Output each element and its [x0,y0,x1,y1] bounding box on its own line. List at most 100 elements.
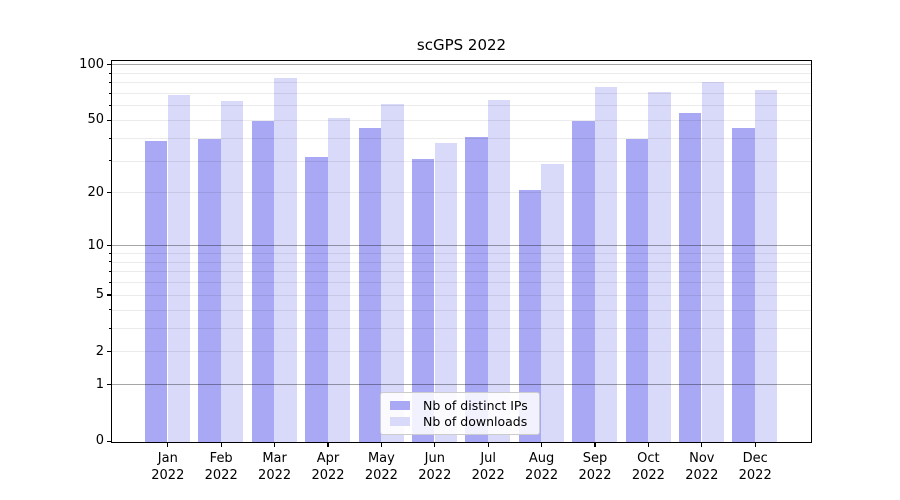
x-tick-label-dec: Dec 2022 [725,450,785,484]
x-tick-mark [701,443,703,448]
y-tick-label: 10 [87,237,104,253]
legend-item: Nb of downloads [390,414,531,431]
bar-apr-downloads [327,117,351,442]
legend-label: Nb of distinct IPs [423,397,528,413]
x-tick-month: Nov [689,451,715,466]
x-tick-mark [380,443,382,448]
bar-nov-downloads [701,82,725,442]
x-tick-mark [327,443,329,448]
x-tick-label-mar: Mar 2022 [245,450,305,484]
legend-swatch-downloads [390,417,410,427]
bar-jun-downloads [434,142,458,442]
bar-feb-downloads [220,101,244,442]
y-tick-mark [106,384,112,386]
x-tick-year: 2022 [258,468,292,483]
y-minor-tick-mark [109,261,112,263]
x-tick-mark [594,443,596,448]
x-tick-year: 2022 [631,468,665,483]
x-tick-mark [167,443,169,448]
plot-area [111,60,812,443]
y-minor-tick-mark [109,281,112,283]
bar-oct-distinct-ips [625,138,649,442]
x-tick-label-jun: Jun 2022 [405,450,465,484]
x-tick-year: 2022 [204,468,238,483]
legend-item: Nb of distinct IPs [390,397,531,414]
x-tick-label-oct: Oct 2022 [618,450,678,484]
minor-gridline [112,309,811,311]
x-tick-label-may: May 2022 [351,450,411,484]
bar-aug-distinct-ips [518,189,542,442]
minor-gridline [112,137,811,139]
chart-title: scGPS 2022 [416,36,507,54]
y-minor-tick-mark [109,92,112,94]
x-tick-year: 2022 [364,468,398,483]
y-minor-tick-mark [109,105,112,107]
major-gridline [112,245,811,247]
minor-gridline [112,160,811,162]
major-gridline [112,64,811,66]
x-tick-month: Oct [637,451,660,466]
x-tick-year: 2022 [418,468,452,483]
bar-nov-distinct-ips [678,113,702,442]
y-tick-mark [106,244,112,247]
x-tick-month: Sep [582,451,608,466]
bar-may-downloads [381,103,404,442]
bar-jul-downloads [487,99,511,442]
legend-swatch-distinct-ips [390,400,410,410]
bar-sep-distinct-ips [572,121,595,442]
y-tick-label: 5 [95,287,104,302]
bar-jul-distinct-ips [465,136,488,442]
x-tick-mark [487,443,489,448]
y-tick-label: 2 [95,343,104,359]
minor-gridline [112,105,811,107]
x-tick-label-nov: Nov 2022 [672,450,732,484]
bar-dec-downloads [754,89,778,442]
x-tick-month: Apr [316,451,340,466]
x-tick-label-feb: Feb 2022 [191,450,251,484]
bar-sep-downloads [594,87,618,442]
minor-gridline [112,253,811,254]
x-tick-month: Aug [528,451,555,466]
y-minor-tick-mark [109,82,112,83]
x-tick-year: 2022 [471,468,505,483]
bar-mar-downloads [274,78,297,442]
x-tick-mark [220,443,222,448]
x-tick-month: Feb [209,451,233,466]
y-tick-label: 1 [95,376,104,392]
x-tick-label-jan: Jan 2022 [138,450,198,484]
x-tick-year: 2022 [311,468,345,483]
x-tick-year: 2022 [738,468,772,483]
minor-gridline [112,120,811,121]
y-minor-tick-mark [109,137,112,139]
bar-oct-downloads [648,91,671,442]
y-tick-mark [106,63,112,66]
x-tick-mark [754,443,756,448]
y-minor-tick-mark [109,309,112,311]
minor-gridline [112,327,811,329]
y-minor-tick-mark [109,327,112,329]
y-tick-label: 0 [95,433,104,449]
y-minor-tick-mark [109,351,112,353]
x-tick-month: Mar [262,451,287,466]
bar-apr-distinct-ips [305,156,328,442]
x-tick-month: Dec [742,451,768,466]
minor-gridline [112,351,811,353]
legend-label: Nb of downloads [423,414,528,430]
y-tick-label: 50 [87,112,104,128]
y-tick-mark [106,440,112,442]
x-tick-month: Jul [480,451,497,466]
minor-gridline [112,294,811,296]
bar-jun-distinct-ips [411,159,435,442]
minor-gridline [112,93,811,94]
x-tick-month: Jan [157,451,178,466]
y-minor-tick-mark [109,119,112,121]
x-tick-label-aug: Aug 2022 [512,450,572,484]
x-tick-mark [274,443,276,448]
x-tick-label-jul: Jul 2022 [458,450,518,484]
x-tick-year: 2022 [151,468,185,483]
x-tick-year: 2022 [685,468,719,483]
minor-gridline [112,82,811,84]
x-tick-label-apr: Apr 2022 [298,450,358,484]
x-tick-month: Jun [424,451,445,466]
